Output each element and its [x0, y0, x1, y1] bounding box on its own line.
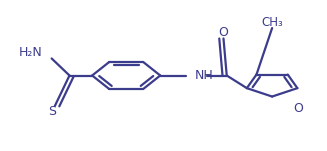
Text: O: O [218, 26, 229, 39]
Text: S: S [48, 105, 56, 118]
Text: O: O [293, 102, 303, 115]
Text: CH₃: CH₃ [261, 16, 283, 29]
Text: H₂N: H₂N [19, 46, 43, 59]
Text: NH: NH [194, 69, 213, 82]
